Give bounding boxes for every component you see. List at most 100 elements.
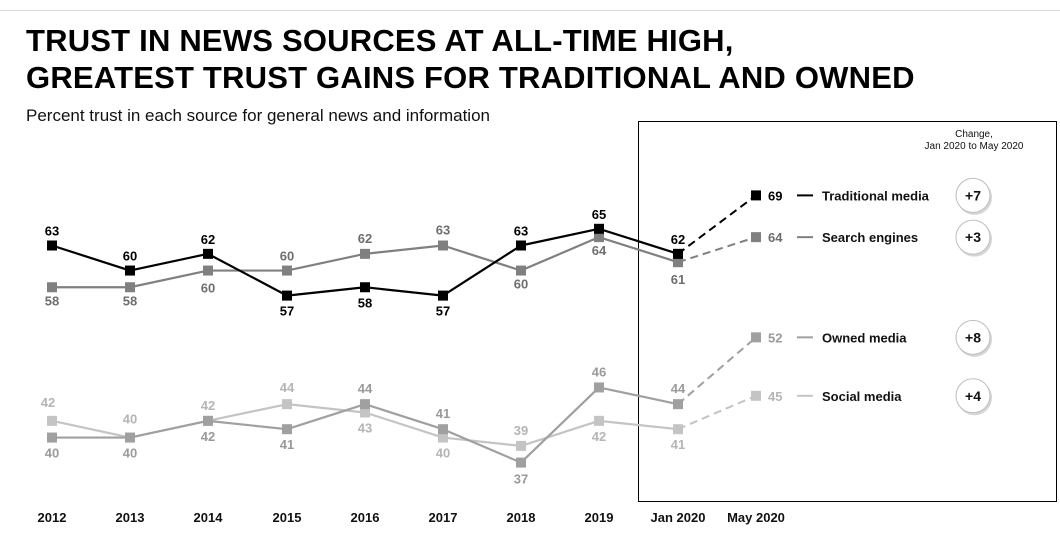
data-label-owned-media-2016: 44 xyxy=(358,381,373,396)
data-point-social-media-jan-2020 xyxy=(673,424,683,435)
x-tick-label-2018: 2018 xyxy=(507,510,536,525)
data-point-traditional-media-2013 xyxy=(125,265,135,276)
series-projection-social-media xyxy=(677,394,757,431)
x-tick-label-2019: 2019 xyxy=(585,510,614,525)
change-badge-social-media xyxy=(955,378,991,414)
x-tick-label-jan-2020: Jan 2020 xyxy=(651,510,706,525)
data-label-traditional-media-2016: 58 xyxy=(358,295,372,310)
change-panel: +4 +8 +3 +7 Change,Jan 2020 to May 2020 xyxy=(925,129,1024,416)
data-label-owned-media-2015: 41 xyxy=(280,437,294,452)
data-label-traditional-media-2018: 63 xyxy=(514,224,528,239)
series-projection-search-engines xyxy=(677,236,757,264)
x-tick-label-2014: 2014 xyxy=(194,510,224,525)
data-point-social-media-2019 xyxy=(594,415,604,426)
data-label-traditional-media-2012: 63 xyxy=(45,224,59,239)
data-label-search-engines-2012: 58 xyxy=(45,293,59,308)
data-point-owned-media-may-2020 xyxy=(751,332,761,343)
chart-subtitle: Percent trust in each source for general… xyxy=(26,106,490,125)
data-point-traditional-media-2014 xyxy=(203,248,213,259)
data-point-search-engines-2014 xyxy=(203,265,213,276)
change-value-search-engines: +3 xyxy=(965,229,981,245)
data-label-owned-media-2013: 40 xyxy=(123,446,137,461)
data-label-traditional-media-2017: 57 xyxy=(436,304,450,319)
data-label-social-media-2017: 40 xyxy=(436,446,450,461)
x-tick-label-2012: 2012 xyxy=(38,510,67,525)
data-label-search-engines-2013: 58 xyxy=(123,293,137,308)
x-tick-label-2017: 2017 xyxy=(429,510,458,525)
series-projection-traditional-media xyxy=(677,194,757,255)
data-point-traditional-media-2012 xyxy=(47,240,57,251)
data-point-traditional-media-2017 xyxy=(438,290,448,301)
change-value-traditional-media: +7 xyxy=(965,187,981,203)
change-value-social-media: +4 xyxy=(965,388,981,404)
data-label-search-engines-jan-2020: 61 xyxy=(671,272,685,287)
data-point-search-engines-jan-2020 xyxy=(673,257,683,268)
data-point-social-media-2015 xyxy=(282,399,292,410)
title-line-2: GREATEST TRUST GAINS FOR TRADITIONAL AND… xyxy=(26,60,915,95)
data-label-search-engines-2015: 60 xyxy=(280,249,294,264)
data-label-search-engines-2017: 63 xyxy=(436,223,450,238)
data-point-search-engines-2019 xyxy=(594,232,604,243)
legend-label-search-engines: Search engines xyxy=(822,230,918,245)
data-label-social-media-2013: 40 xyxy=(123,412,137,427)
data-point-search-engines-2015 xyxy=(282,265,292,276)
data-point-owned-media-2013 xyxy=(125,432,135,443)
change-value-owned-media: +8 xyxy=(965,329,981,345)
data-label-social-media-jan-2020: 41 xyxy=(671,437,685,452)
x-tick-label-may-2020: May 2020 xyxy=(727,510,785,525)
data-point-owned-media-2016 xyxy=(360,399,370,410)
series-points xyxy=(47,190,761,468)
legend-label-traditional-media: Traditional media xyxy=(822,188,930,203)
data-label-search-engines-2018: 60 xyxy=(514,277,528,292)
data-point-traditional-media-2018 xyxy=(516,240,526,251)
data-label-social-media-2012: 42 xyxy=(41,395,55,410)
x-tick-label-2016: 2016 xyxy=(351,510,380,525)
data-point-owned-media-jan-2020 xyxy=(673,399,683,410)
data-point-search-engines-may-2020 xyxy=(751,232,761,243)
x-tick-label-2013: 2013 xyxy=(116,510,145,525)
data-point-traditional-media-jan-2020 xyxy=(673,248,683,259)
series-projection-owned-media xyxy=(677,336,757,405)
data-label-social-media-2014: 42 xyxy=(201,398,215,413)
data-point-owned-media-2015 xyxy=(282,424,292,435)
data-point-search-engines-2013 xyxy=(125,282,135,293)
data-label-search-engines-2016: 62 xyxy=(358,231,372,246)
data-point-search-engines-2017 xyxy=(438,240,448,251)
series-lines xyxy=(51,194,757,464)
data-label-traditional-media-may-2020: 69 xyxy=(768,188,782,203)
data-label-search-engines-2019: 64 xyxy=(592,243,607,258)
change-header-line-2: Jan 2020 to May 2020 xyxy=(925,141,1024,152)
legend-label-owned-media: Owned media xyxy=(822,330,907,345)
data-label-owned-media-2014: 42 xyxy=(201,429,215,444)
data-point-social-media-2016 xyxy=(360,407,370,418)
x-axis: 2012 2013 2014 2015 2016 2017 2018 2019 Jan 2020… xyxy=(38,510,785,525)
data-point-search-engines-2016 xyxy=(360,248,370,259)
legend: Social media Owned media Search engines Tra… xyxy=(797,188,930,404)
chart-title: TRUST IN NEWS SOURCES AT ALL-TIME HIGH, … xyxy=(26,22,915,96)
data-label-traditional-media-2014: 62 xyxy=(201,232,215,247)
data-point-social-media-2012 xyxy=(47,415,57,426)
data-point-traditional-media-2016 xyxy=(360,282,370,293)
data-point-owned-media-2019 xyxy=(594,382,604,393)
data-point-traditional-media-2019 xyxy=(594,223,604,234)
change-badge-owned-media xyxy=(955,319,991,355)
data-label-social-media-may-2020: 45 xyxy=(768,389,782,404)
x-tick-label-2015: 2015 xyxy=(273,510,302,525)
data-point-traditional-media-2015 xyxy=(282,290,292,301)
data-label-owned-media-may-2020: 52 xyxy=(768,330,782,345)
legend-label-social-media: Social media xyxy=(822,389,902,404)
data-label-traditional-media-2015: 57 xyxy=(280,304,294,319)
data-point-owned-media-2018 xyxy=(516,457,526,468)
data-label-owned-media-jan-2020: 44 xyxy=(671,381,686,396)
data-label-owned-media-2017: 41 xyxy=(436,406,450,421)
data-point-social-media-2018 xyxy=(516,440,526,451)
data-point-search-engines-2012 xyxy=(47,282,57,293)
data-label-owned-media-2018: 37 xyxy=(514,472,528,487)
data-point-social-media-2017 xyxy=(438,432,448,443)
top-divider xyxy=(0,10,1060,11)
data-label-traditional-media-2013: 60 xyxy=(123,249,137,264)
change-badge-traditional-media xyxy=(955,177,991,213)
data-label-social-media-2015: 44 xyxy=(280,380,295,395)
data-label-owned-media-2019: 46 xyxy=(592,364,606,379)
